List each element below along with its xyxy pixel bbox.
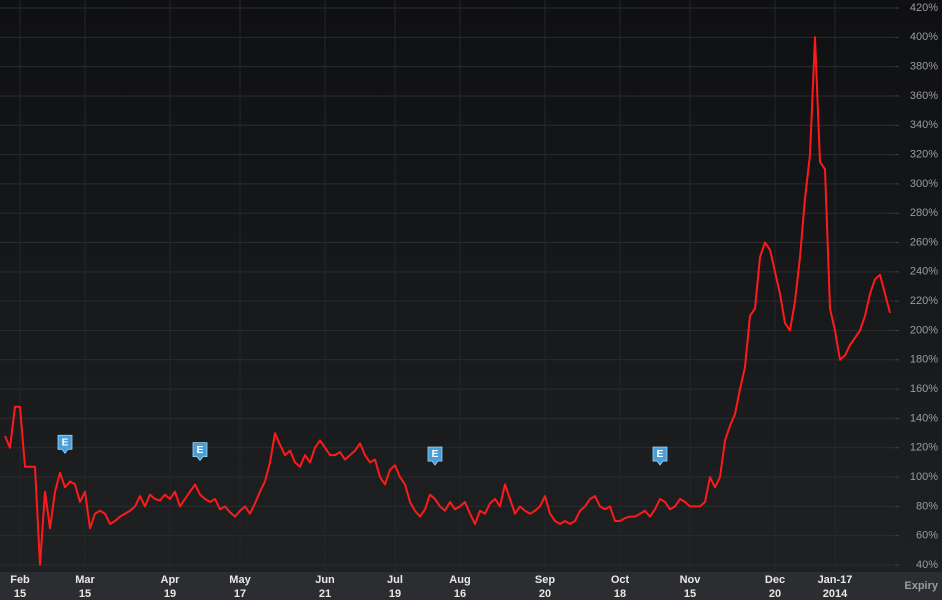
y-tick-label: 220%: [910, 295, 938, 307]
y-tick-label: 240%: [910, 266, 938, 278]
marker-shape: [57, 434, 73, 454]
earnings-marker: E: [192, 442, 208, 462]
y-tick-label: 340%: [910, 119, 938, 131]
y-tick-label: 80%: [916, 500, 938, 512]
x-tick-label: Aug 16: [449, 574, 470, 600]
y-tick-label: 360%: [910, 90, 938, 102]
y-tick-label: 380%: [910, 61, 938, 73]
x-tick-label: Mar 15: [75, 574, 95, 600]
x-tick-label: Oct 18: [611, 574, 630, 600]
marker-shape: [427, 446, 443, 466]
y-tick-label: 60%: [916, 530, 938, 542]
y-tick-label: 320%: [910, 148, 938, 160]
y-tick-label: 200%: [910, 324, 938, 336]
x-axis-band: [0, 572, 942, 600]
y-tick-label: 180%: [910, 354, 938, 366]
x-tick-label: Sep 20: [535, 574, 555, 600]
y-tick-label: 420%: [910, 2, 938, 14]
y-tick-label: 280%: [910, 207, 938, 219]
y-tick-label: 140%: [910, 412, 938, 424]
marker-label: E: [197, 445, 204, 456]
earnings-marker: E: [652, 446, 668, 466]
y-tick-label: 160%: [910, 383, 938, 395]
line-series: [4, 36, 891, 566]
marker-label: E: [432, 449, 439, 460]
marker-label: E: [657, 449, 664, 460]
x-tick-label: Jul 19: [387, 574, 403, 600]
y-tick-label: 400%: [910, 31, 938, 43]
x-tick-label: Jun 21: [315, 574, 335, 600]
marker-shape: [192, 442, 208, 462]
y-tick-label: 260%: [910, 236, 938, 248]
x-tick-label: Nov 15: [680, 574, 702, 600]
x-tick-label: Apr 19: [161, 574, 181, 600]
y-tick-label: 300%: [910, 178, 938, 190]
y-tick-label: 100%: [910, 471, 938, 483]
y-tick-label: 120%: [910, 442, 938, 454]
x-tick-label: Feb 15: [10, 574, 30, 600]
earnings-marker: E: [427, 446, 443, 466]
earnings-marker: E: [57, 434, 73, 454]
x-tick-label: May 17: [229, 574, 251, 600]
y-tick-label: 40%: [916, 559, 938, 571]
x-tick-label: Dec 20: [765, 574, 785, 600]
marker-shape: [652, 446, 668, 466]
marker-label: E: [62, 437, 69, 448]
x-axis-label: Expiry: [904, 580, 939, 592]
x-tick-label: Jan-17 2014: [818, 574, 853, 600]
